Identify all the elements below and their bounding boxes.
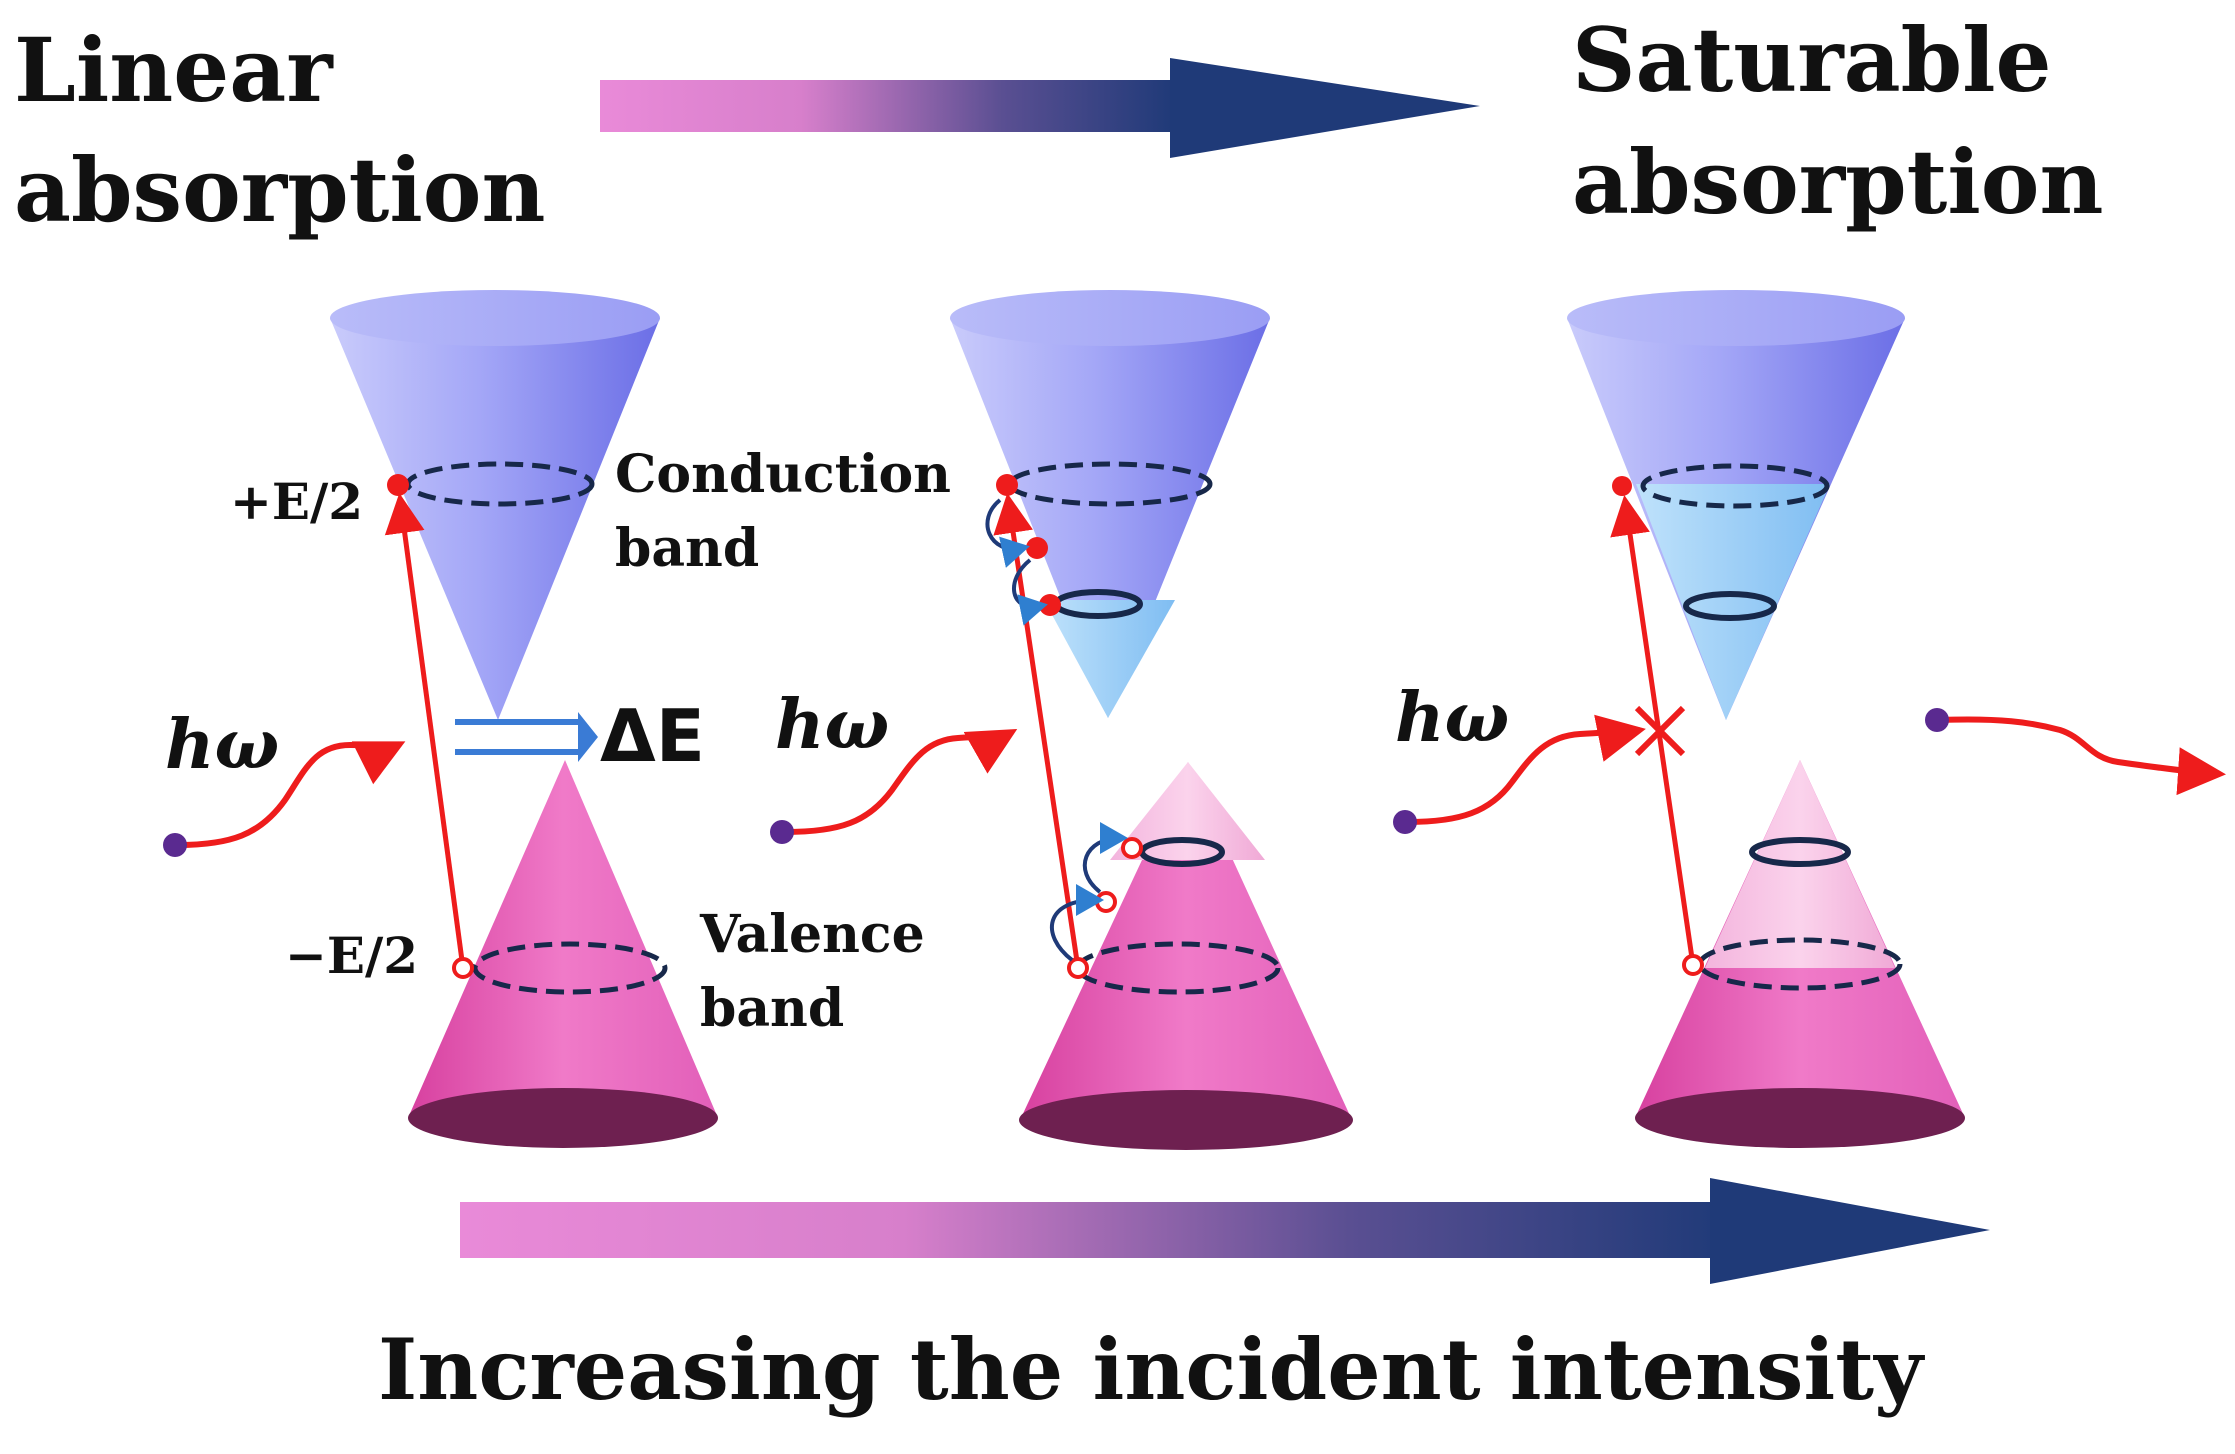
conduction-cone bbox=[330, 290, 660, 720]
valence-band-label-line1: Valence bbox=[700, 904, 925, 965]
title-linear-line2: absorption bbox=[14, 138, 546, 242]
incoming-photon bbox=[770, 729, 1018, 844]
electron-dot bbox=[387, 474, 409, 496]
plus-e-label: +E/2 bbox=[230, 472, 364, 531]
conduction-cone bbox=[1567, 290, 1905, 720]
valence-band-label-line2: band bbox=[700, 978, 845, 1039]
incoming-photon bbox=[163, 741, 406, 857]
minus-e-label: −E/2 bbox=[285, 926, 419, 985]
conduction-band-label-line2: band bbox=[615, 518, 760, 579]
hole-dot bbox=[1682, 954, 1704, 976]
incoming-photon bbox=[1393, 714, 1646, 834]
panel-linear bbox=[163, 290, 718, 1148]
transmitted-photon bbox=[1925, 708, 2226, 796]
electron-dot bbox=[1612, 476, 1632, 496]
valence-cone bbox=[1019, 762, 1353, 1150]
valence-cone bbox=[1635, 760, 1965, 1148]
title-saturable-line1: Saturable bbox=[1572, 8, 2052, 112]
hole-dot bbox=[452, 957, 474, 979]
hole-dot bbox=[1095, 891, 1117, 913]
relaxed-electron-dot bbox=[1039, 594, 1061, 616]
hole-dot bbox=[1121, 837, 1143, 859]
valence-cone bbox=[408, 760, 718, 1148]
filled-state-ring bbox=[1683, 591, 1777, 621]
upper-energy-ring bbox=[1640, 463, 1830, 509]
panel-saturable bbox=[1393, 290, 2226, 1148]
lower-energy-ring bbox=[1075, 941, 1281, 995]
transition-arrow bbox=[384, 493, 466, 969]
hole-dot bbox=[1067, 957, 1089, 979]
upper-energy-ring bbox=[1007, 461, 1213, 507]
title-saturable-line2: absorption bbox=[1572, 130, 2104, 234]
footer-caption: Increasing the incident intensity bbox=[378, 1320, 1923, 1419]
conduction-band-label-line1: Conduction bbox=[615, 444, 951, 505]
photon-label: hω bbox=[1395, 678, 1510, 758]
conduction-cone bbox=[950, 290, 1270, 718]
relaxed-electron-dot bbox=[1026, 537, 1048, 559]
relaxation-curls bbox=[985, 498, 1128, 962]
lower-energy-ring bbox=[472, 941, 668, 995]
delta-e-label: ΔE bbox=[600, 694, 705, 778]
emptied-state-ring bbox=[1749, 837, 1851, 867]
photon-label: hω bbox=[775, 685, 890, 765]
transition-arrow bbox=[993, 493, 1081, 969]
lower-energy-ring bbox=[1697, 937, 1903, 991]
delta-e-arrow bbox=[455, 712, 598, 762]
panel-intermediate bbox=[770, 290, 1353, 1150]
electron-dot bbox=[996, 474, 1018, 496]
top-intensity-arrow bbox=[600, 58, 1480, 158]
bottom-intensity-arrow bbox=[460, 1178, 1990, 1284]
photon-label: hω bbox=[165, 705, 280, 785]
title-linear-line1: Linear bbox=[14, 18, 333, 122]
